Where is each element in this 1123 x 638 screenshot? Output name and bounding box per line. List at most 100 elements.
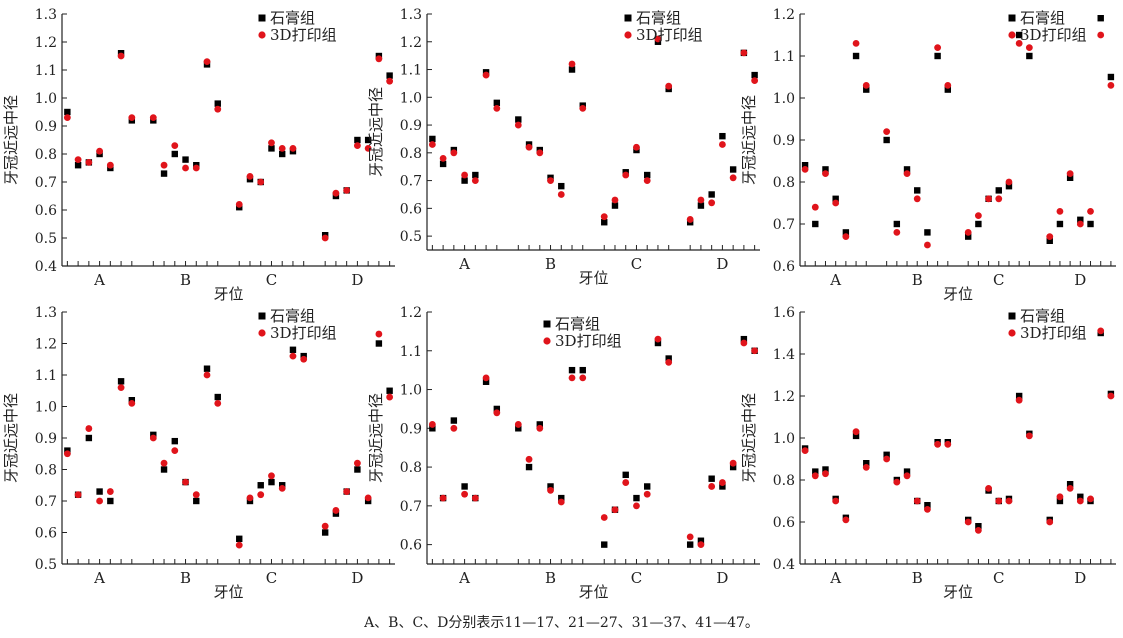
data-point-circle [514, 421, 522, 428]
data-point-circle [386, 77, 394, 85]
data-point-square [964, 233, 972, 240]
data-point-circle [974, 527, 982, 534]
data-point-circle [192, 164, 200, 172]
y-tick-label: 1.4 [773, 347, 795, 363]
chart-panel-4: 0.5 0.6 0.7 0.8 0.9 1.0 1.1 1.2 1.3 A B C D 牙位 牙冠近远中径 石… [2, 305, 395, 601]
data-point-circle [192, 491, 200, 499]
y-tick-label: 1.0 [773, 91, 795, 107]
data-point-square [654, 339, 662, 347]
legend-label: 3D打印组 [636, 26, 703, 44]
series-plaster [429, 38, 758, 226]
data-point-square [558, 182, 565, 190]
y-tick-label: 0.9 [35, 431, 57, 447]
data-point-circle [450, 149, 458, 157]
data-point-circle [822, 470, 829, 478]
data-point-square [601, 541, 608, 548]
x-category-label: C [631, 255, 642, 273]
data-point-circle [883, 128, 891, 136]
data-point-circle [579, 105, 587, 112]
data-point-circle [117, 384, 125, 391]
data-point-circle [1056, 493, 1064, 501]
y-tick-label: 0.5 [400, 229, 422, 245]
data-point-circle [852, 428, 860, 436]
data-point-circle [525, 455, 533, 463]
data-point-square [450, 417, 458, 424]
data-point-square [686, 541, 694, 548]
data-point-circle [1005, 178, 1013, 186]
data-point-square [611, 202, 619, 209]
data-point-circle [708, 483, 716, 490]
data-point-square [708, 191, 715, 198]
data-point-square [354, 136, 361, 144]
series-3d-print [801, 327, 1115, 534]
data-point-circle [375, 330, 383, 338]
y-tick-label: 1.2 [400, 305, 422, 321]
data-point-square [944, 86, 952, 93]
series-3d-print [63, 52, 394, 242]
data-point-circle [1015, 396, 1023, 404]
data-point-circle [852, 40, 860, 47]
data-point-square [822, 466, 829, 473]
y-axis-title: 牙冠近远中径 [740, 95, 758, 185]
data-point-square [117, 378, 125, 385]
series-plaster [801, 15, 1115, 244]
data-point-circle [482, 374, 490, 382]
data-point-square [842, 229, 850, 236]
x-category-label: C [266, 271, 277, 289]
y-tick-label: 0.6 [35, 526, 57, 542]
data-point-circle [842, 516, 850, 524]
chart-panel-3: 0.6 0.7 0.8 0.9 1.0 1.1 1.2 A B C D 牙位 牙冠近远中径 石膏组3D打印… [740, 7, 1116, 303]
data-point-circle [751, 347, 759, 355]
y-tick-label: 1.0 [35, 91, 57, 107]
data-point-circle [1087, 495, 1094, 503]
data-point-circle [332, 507, 340, 514]
data-point-square [893, 220, 901, 228]
y-axis-title: 牙冠近远中径 [740, 393, 758, 483]
data-point-square [375, 340, 383, 347]
data-point-circle [160, 161, 168, 169]
legend-circle-marker [624, 31, 632, 39]
data-point-circle [1066, 170, 1074, 178]
y-tick-label: 0.8 [35, 147, 57, 163]
data-point-circle [719, 141, 726, 148]
data-point-circle [944, 440, 952, 448]
data-point-circle [964, 229, 972, 236]
data-point-circle [995, 195, 1003, 203]
data-point-circle [235, 541, 243, 549]
x-category-label: D [716, 569, 728, 587]
data-point-circle [461, 171, 468, 179]
data-point-square [96, 488, 103, 495]
legend-circle-marker [1008, 329, 1016, 337]
x-category-label: C [993, 271, 1004, 289]
data-point-circle [354, 459, 361, 467]
y-tick-label: 0.9 [35, 119, 57, 135]
data-point-square [822, 166, 829, 173]
data-point-circle [439, 154, 447, 162]
y-tick-label: 1.0 [35, 400, 57, 416]
data-point-circle [729, 174, 737, 182]
y-tick-label: 0.9 [400, 118, 422, 134]
legend-label: 石膏组 [1020, 307, 1065, 325]
data-point-square [644, 171, 651, 179]
legend-label: 3D打印组 [270, 324, 337, 342]
data-point-circle [611, 506, 619, 514]
data-point-circle [822, 170, 829, 178]
legend-label: 3D打印组 [555, 332, 622, 350]
data-point-circle [471, 494, 479, 502]
data-point-circle [665, 82, 673, 90]
data-point-circle [697, 541, 705, 549]
data-point-circle [600, 213, 608, 221]
y-tick-label: 1.1 [35, 368, 57, 384]
data-point-circle [654, 35, 662, 43]
data-point-circle [811, 472, 819, 480]
data-point-square [321, 529, 329, 536]
data-point-square [461, 177, 468, 184]
data-point-circle [171, 142, 179, 150]
y-axis-title: 牙冠近远中径 [367, 393, 385, 483]
data-point-circle [913, 497, 921, 505]
data-point-circle [913, 195, 921, 203]
data-point-square [493, 99, 501, 107]
y-tick-label: 0.8 [400, 146, 422, 162]
